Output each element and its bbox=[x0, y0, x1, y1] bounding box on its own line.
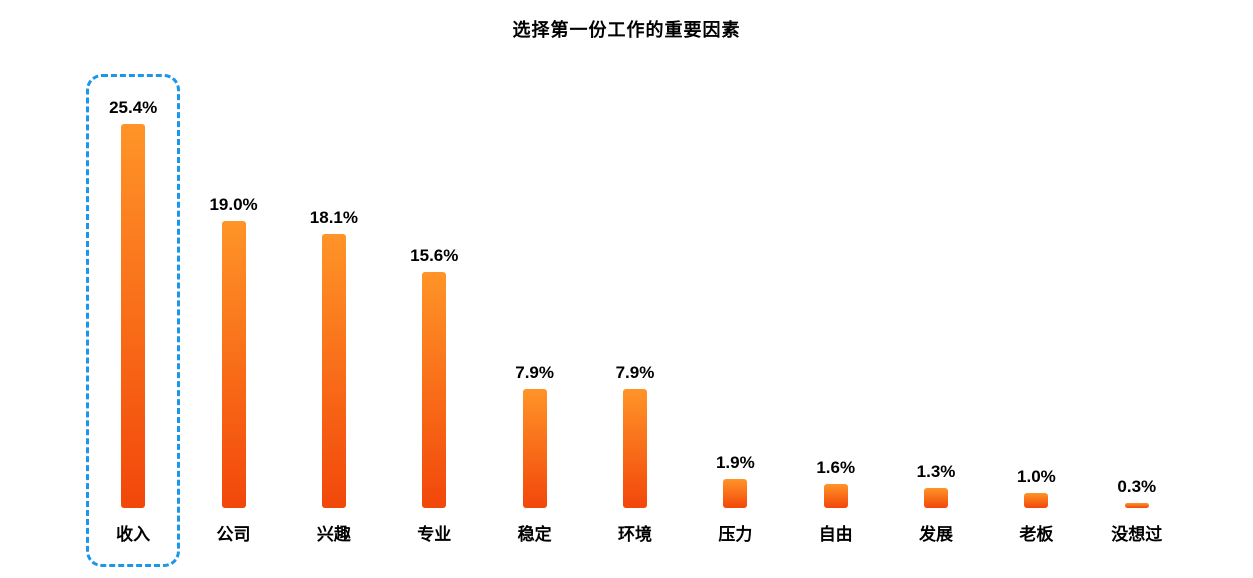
bar-area: 15.6% bbox=[410, 68, 458, 508]
bar bbox=[1024, 493, 1049, 508]
bar bbox=[622, 389, 647, 508]
bar bbox=[321, 234, 346, 508]
bar-category-label: 专业 bbox=[417, 525, 452, 544]
bar-column: 18.1% 兴趣 bbox=[284, 68, 384, 545]
bar-category-label: 发展 bbox=[919, 525, 954, 544]
bar-column: 7.9% 稳定 bbox=[484, 68, 584, 545]
bar-value-label: 1.6% bbox=[816, 458, 856, 477]
bar-value-label: 1.0% bbox=[1017, 467, 1056, 486]
bar-area: 19.0% bbox=[209, 68, 258, 508]
bar-area: 7.9% bbox=[615, 68, 655, 508]
bar-category-label: 收入 bbox=[116, 525, 151, 544]
chart-page: 选择第一份工作的重要因素 25.4% 收入 19.0% 公司 18.1% 兴趣 15.6% 专… bbox=[83, 20, 1187, 567]
bar-category-label: 公司 bbox=[216, 525, 251, 544]
bar bbox=[221, 221, 246, 508]
bar-value-label: 1.9% bbox=[715, 453, 755, 472]
bar-category-label: 稳定 bbox=[517, 525, 552, 544]
bar-column: 1.9% 压力 bbox=[685, 68, 785, 545]
bar-category-label: 环境 bbox=[617, 525, 652, 544]
bar bbox=[121, 124, 146, 508]
bar-column: 15.6% 专业 bbox=[384, 68, 484, 545]
bar bbox=[723, 479, 748, 508]
bar-value-label: 1.3% bbox=[916, 462, 956, 481]
bar-value-label: 7.9% bbox=[615, 363, 655, 382]
bar-value-label: 7.9% bbox=[515, 363, 554, 382]
bar-column: 25.4% 收入 bbox=[83, 68, 183, 567]
bar bbox=[1124, 503, 1149, 508]
bar-value-label: 18.1% bbox=[309, 208, 358, 227]
bar bbox=[522, 389, 547, 508]
bar-column: 7.9% 环境 bbox=[585, 68, 685, 545]
bar-category-label: 兴趣 bbox=[316, 525, 351, 544]
bar bbox=[924, 488, 949, 508]
bar-area: 1.9% bbox=[716, 68, 755, 508]
bar-category-label: 压力 bbox=[718, 525, 753, 544]
bar-area: 1.6% bbox=[816, 68, 855, 508]
chart-title: 选择第一份工作的重要因素 bbox=[512, 20, 741, 40]
bar-column: 1.3% 发展 bbox=[886, 68, 986, 545]
bar-area: 1.3% bbox=[916, 68, 956, 508]
bar-category-label: 老板 bbox=[1019, 525, 1054, 544]
bar bbox=[422, 272, 447, 508]
bar-area: 25.4% bbox=[109, 68, 157, 508]
bar-category-label: 自由 bbox=[818, 525, 853, 544]
bar-value-label: 19.0% bbox=[209, 195, 258, 214]
bar-area: 18.1% bbox=[310, 68, 358, 508]
bar-column: 19.0% 公司 bbox=[183, 68, 283, 545]
bar-area: 0.3% bbox=[1117, 68, 1156, 508]
bar-column: 0.3% 没想过 bbox=[1087, 68, 1187, 545]
bar bbox=[823, 484, 848, 508]
bar-column: 1.6% 自由 bbox=[786, 68, 886, 545]
bar-chart: 25.4% 收入 19.0% 公司 18.1% 兴趣 15.6% 专业 7.9% 稳定 7.9% 环境… bbox=[83, 68, 1187, 567]
bar-value-label: 0.3% bbox=[1117, 477, 1157, 496]
bar-area: 7.9% bbox=[515, 68, 554, 508]
bar-value-label: 15.6% bbox=[410, 246, 459, 265]
bar-area: 1.0% bbox=[1017, 68, 1056, 508]
bar-value-label: 25.4% bbox=[109, 98, 158, 117]
bar-column: 1.0% 老板 bbox=[986, 68, 1086, 545]
bar-category-label: 没想过 bbox=[1111, 525, 1163, 544]
